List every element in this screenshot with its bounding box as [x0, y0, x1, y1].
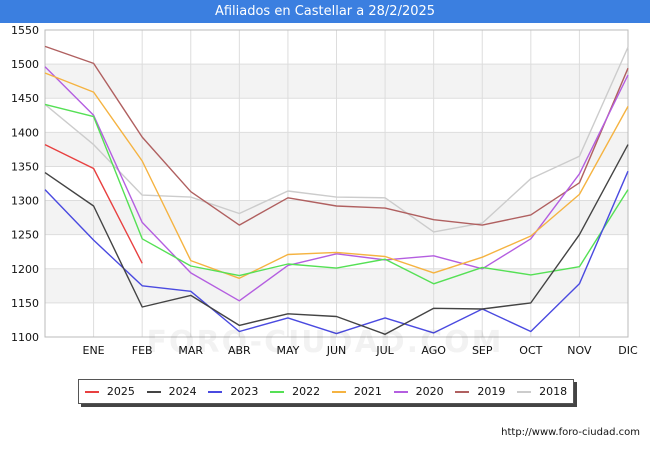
y-tick-label: 1200	[11, 263, 39, 276]
watermark: FORO-CIUDAD.COM	[146, 325, 504, 360]
x-tick-label: AGO	[421, 344, 446, 357]
legend-item-2022: 2022	[270, 385, 320, 398]
x-tick-label: FEB	[132, 344, 153, 357]
legend-label: 2025	[106, 385, 135, 398]
legend-swatch	[146, 390, 161, 393]
x-tick-label: DIC	[618, 344, 638, 357]
source-link[interactable]: http://www.foro-ciudad.com	[501, 427, 640, 438]
series-line-2025	[44, 143, 143, 264]
x-tick-label: NOV	[567, 344, 592, 357]
series-line-2022	[44, 103, 629, 285]
legend-swatch	[270, 390, 285, 393]
legend-label: 2020	[415, 385, 444, 398]
chart-title: Afiliados en Castellar a 28/2/2025	[0, 0, 650, 23]
x-tick-label: OCT	[519, 344, 542, 357]
legend-label: 2024	[168, 385, 197, 398]
legend-swatch	[331, 390, 346, 393]
series-line-2020	[44, 66, 629, 302]
x-tick-label: JUN	[326, 344, 347, 357]
legend: 2025 2024 2023 2022 2021 2020 2019 2018	[78, 379, 574, 404]
legend-label: 2023	[230, 385, 259, 398]
y-tick-label: 1100	[11, 331, 39, 344]
legend-label: 2018	[539, 385, 568, 398]
x-tick-label: MAY	[276, 344, 299, 357]
y-tick-label: 1500	[11, 58, 39, 71]
legend-item-2023: 2023	[208, 385, 258, 398]
y-tick-label: 1150	[11, 297, 39, 310]
x-tick-label: MAR	[178, 344, 203, 357]
legend-swatch	[455, 390, 470, 393]
legend-item-2024: 2024	[146, 385, 197, 398]
legend-swatch	[84, 390, 99, 393]
y-tick-label: 1350	[11, 160, 39, 173]
y-tick-label: 1300	[11, 195, 39, 208]
legend-item-2018: 2018	[517, 385, 567, 398]
legend-label: 2021	[353, 385, 382, 398]
legend-swatch	[517, 390, 532, 393]
series-line-2019	[44, 45, 629, 226]
legend-item-2020: 2020	[393, 385, 444, 398]
x-tick-label: JUL	[375, 344, 394, 357]
y-tick-label: 1400	[11, 126, 39, 139]
x-tick-label: ABR	[228, 344, 251, 357]
legend-label: 2019	[477, 385, 506, 398]
legend-swatch	[208, 390, 223, 393]
y-tick-label: 1450	[11, 92, 39, 105]
series-line-2023	[44, 170, 629, 335]
legend-swatch	[393, 390, 408, 393]
series-line-2018	[44, 46, 629, 233]
x-tick-label: SEP	[472, 344, 493, 357]
legend-item-2021: 2021	[331, 385, 382, 398]
x-tick-label: ENE	[83, 344, 105, 357]
y-tick-label: 1550	[11, 24, 39, 37]
y-tick-label: 1250	[11, 229, 39, 242]
plot-frame	[44, 29, 629, 338]
legend-label: 2022	[292, 385, 321, 398]
series-line-2021	[44, 72, 629, 279]
series-line-2024	[44, 144, 629, 335]
legend-item-2019: 2019	[455, 385, 505, 398]
legend-item-2025: 2025	[84, 385, 135, 398]
